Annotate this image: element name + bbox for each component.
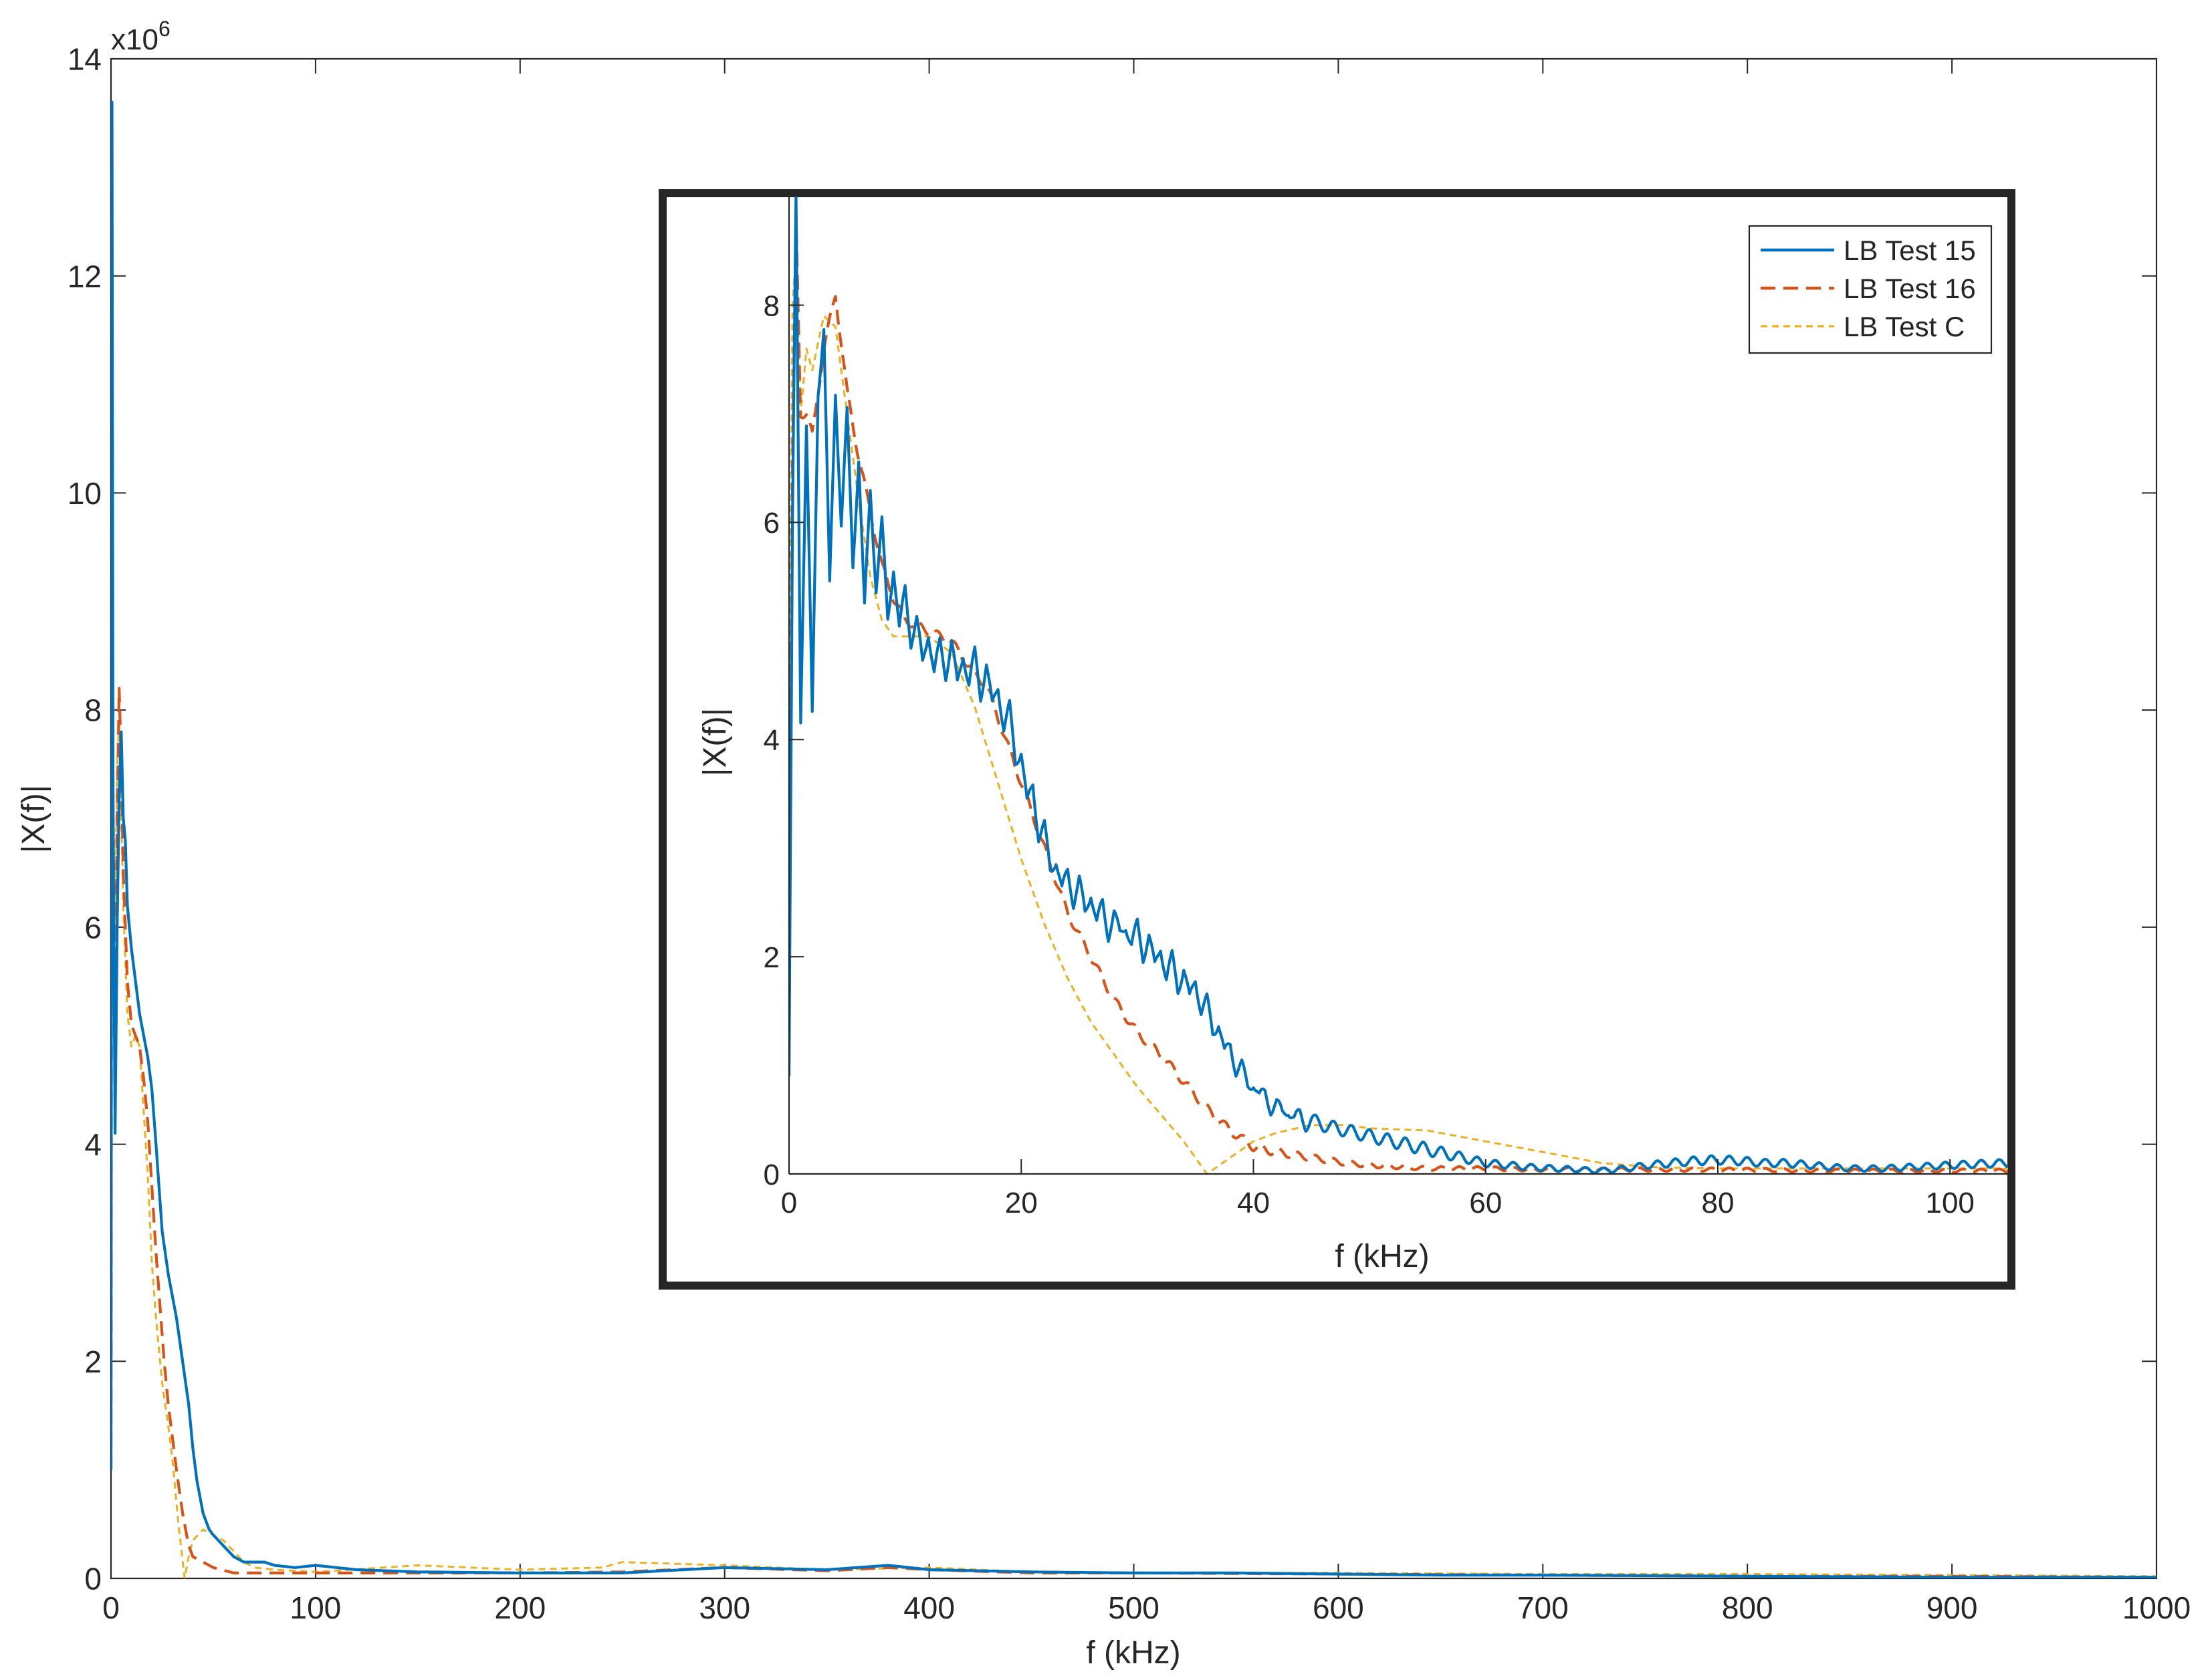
main-series-group [111, 100, 2156, 1578]
main-y-tick-label: 8 [84, 693, 102, 728]
inset-y-tick-label: 8 [764, 289, 780, 322]
legend-label-lb-test-15: LB Test 15 [1844, 235, 1976, 266]
inset-series-lb-test-15 [789, 197, 2008, 1174]
legend-entry-lb-test-c: LB Test C [1761, 311, 1965, 342]
main-exponent-label: x106 [111, 17, 171, 56]
main-y-axis-label: |X(f)| [16, 785, 51, 853]
main-exponent-power: 6 [158, 17, 171, 41]
main-y-tick-label: 0 [84, 1562, 102, 1596]
inset-x-tick-label: 100 [1925, 1187, 1974, 1219]
main-y-tick-label: 6 [84, 910, 102, 945]
inset-outer-frame [659, 189, 2015, 1290]
legend-label-lb-test-c: LB Test C [1844, 311, 1965, 342]
main-x-tick-label: 400 [903, 1590, 955, 1625]
main-x-axis-label: f (kHz) [1086, 1635, 1180, 1671]
inset-y-axis-label: |X(f)| [697, 708, 733, 776]
inset-x-axis-label: f (kHz) [1335, 1239, 1429, 1274]
main-x-tick-label: 1000 [2122, 1590, 2191, 1625]
inset-series-lb-test-c [789, 249, 2008, 1174]
inset-y-tick-label: 2 [764, 941, 780, 974]
main-x-tick-label: 900 [1926, 1590, 1978, 1625]
inset-x-tick-label: 80 [1701, 1187, 1734, 1219]
main-ticks: 0 100 200 300 400 500 600 700 800 900 100002468101… [68, 42, 2191, 1625]
main-y-tick-label: 12 [68, 259, 102, 293]
main-x-tick-label: 200 [494, 1590, 546, 1625]
inset-ticks: 0 20 40 60 80 100 0 2 4 6 8 [764, 289, 1975, 1219]
main-y-tick-label: 4 [84, 1127, 102, 1162]
inset-x-tick-label: 60 [1469, 1187, 1502, 1219]
legend: LB Test 15 LB Test 16 LB Test C [1748, 225, 1993, 354]
inset-y-tick-label: 4 [764, 724, 780, 757]
legend-entry-lb-test-16: LB Test 16 [1761, 273, 1976, 304]
inset-series-group [789, 197, 2008, 1174]
main-x-tick-label: 300 [699, 1590, 750, 1625]
inset-x-tick-label: 0 [781, 1187, 797, 1219]
main-x-tick-label: 500 [1108, 1590, 1159, 1625]
main-y-tick-label: 14 [68, 42, 102, 77]
main-x-tick-label: 0 [102, 1590, 120, 1625]
main-y-tick-label: 2 [84, 1344, 102, 1379]
inset-y-tick-label: 6 [764, 507, 780, 540]
inset-y-tick-label: 0 [764, 1159, 780, 1191]
main-x-tick-label: 600 [1313, 1590, 1364, 1625]
main-series-lb-test-15 [111, 100, 2156, 1578]
inset-x-tick-label: 20 [1005, 1187, 1038, 1219]
main-x-tick-label: 700 [1517, 1590, 1569, 1625]
main-series-lb-test-16 [111, 469, 2156, 1578]
main-y-tick-label: 10 [68, 476, 102, 511]
main-x-tick-label: 800 [1722, 1590, 1773, 1625]
legend-entry-lb-test-15: LB Test 15 [1761, 235, 1976, 266]
legend-label-lb-test-16: LB Test 16 [1844, 273, 1976, 304]
inset-plot: 0 20 40 60 80 100 0 2 4 6 8 f (kHz) |X(f)| LB Test… [659, 189, 2015, 1290]
main-x-tick-label: 100 [290, 1590, 342, 1625]
inset-x-tick-label: 40 [1237, 1187, 1270, 1219]
